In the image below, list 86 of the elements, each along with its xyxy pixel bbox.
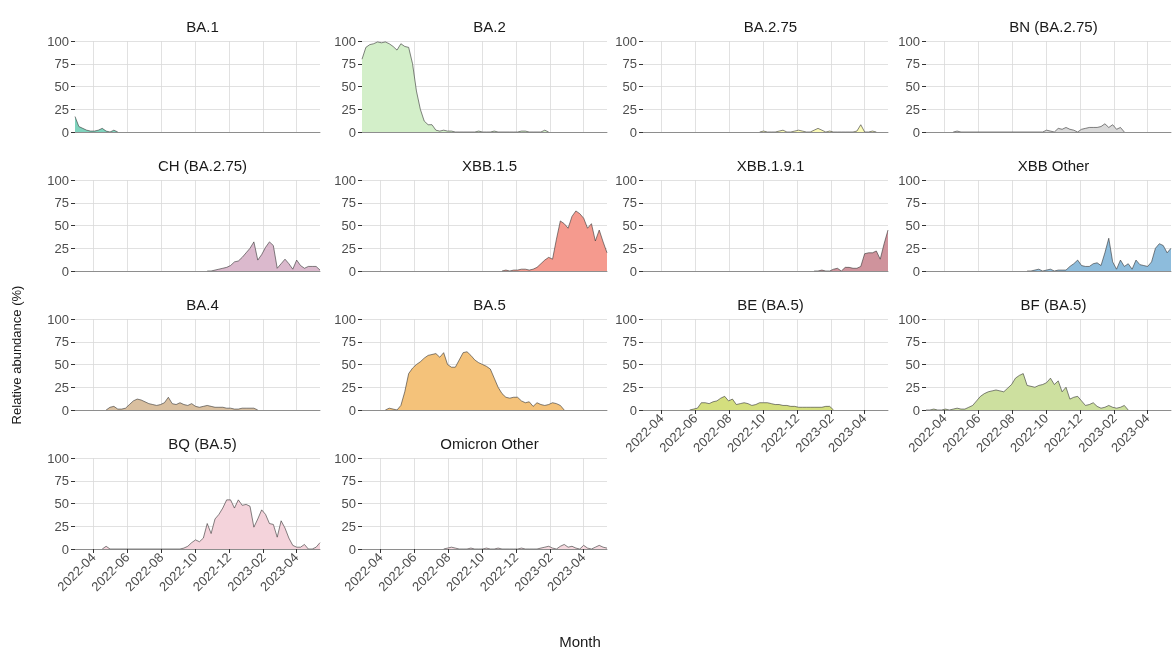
- y-tick-label: 75: [54, 334, 69, 350]
- y-tick-label: 0: [348, 402, 356, 418]
- y-tick-label: 0: [61, 402, 69, 418]
- y-tick-label: 25: [622, 101, 637, 117]
- chart-title: BA.4: [186, 296, 219, 313]
- y-tick-label: 75: [54, 56, 69, 72]
- chart-title: CH (BA.2.75): [157, 157, 248, 174]
- y-tick-label: 50: [341, 357, 356, 372]
- y-tick-label: 100: [47, 450, 69, 466]
- chart-title: BA.2.75: [743, 18, 798, 35]
- chart-title: BA.2: [473, 18, 506, 35]
- y-tick-label: 25: [54, 518, 69, 534]
- chart-title: XBB.1.5: [461, 157, 518, 174]
- y-tick-label: 50: [622, 218, 637, 233]
- y-tick-label: 25: [54, 379, 69, 395]
- y-tick-label: 100: [47, 33, 69, 49]
- y-tick-label: 50: [54, 496, 69, 511]
- y-tick-label: 0: [61, 124, 69, 140]
- y-tick-label: 25: [341, 101, 356, 117]
- y-axis-title: Relative abundance (%): [9, 285, 24, 425]
- y-tick-label: 100: [47, 311, 69, 327]
- y-tick-label: 0: [912, 402, 920, 418]
- y-tick-label: 0: [912, 124, 920, 140]
- y-tick-label: 50: [54, 218, 69, 233]
- y-tick-label: 75: [54, 195, 69, 211]
- y-tick-label: 25: [341, 240, 356, 256]
- chart-title: BQ (BA.5): [168, 435, 237, 452]
- y-tick-label: 25: [341, 379, 356, 395]
- chart-title: XBB Other: [1017, 157, 1090, 174]
- y-tick-label: 75: [341, 56, 356, 72]
- y-tick-label: 100: [615, 311, 637, 327]
- y-tick-label: 50: [905, 79, 920, 94]
- y-tick-label: 50: [622, 79, 637, 94]
- y-tick-label: 100: [334, 172, 356, 188]
- y-tick-label: 25: [622, 240, 637, 256]
- y-tick-label: 75: [905, 195, 920, 211]
- y-tick-label: 75: [341, 473, 356, 489]
- y-tick-label: 50: [905, 357, 920, 372]
- y-tick-label: 25: [341, 518, 356, 534]
- y-tick-label: 0: [348, 541, 356, 557]
- y-tick-label: 75: [341, 334, 356, 350]
- y-tick-label: 75: [622, 195, 637, 211]
- y-tick-label: 25: [905, 240, 920, 256]
- y-tick-label: 0: [629, 124, 637, 140]
- y-tick-label: 0: [629, 402, 637, 418]
- y-tick-label: 50: [341, 496, 356, 511]
- chart-title: BE (BA.5): [737, 296, 804, 313]
- y-tick-label: 100: [334, 311, 356, 327]
- y-tick-label: 25: [905, 101, 920, 117]
- y-tick-label: 100: [334, 450, 356, 466]
- y-tick-label: 25: [905, 379, 920, 395]
- y-tick-label: 25: [54, 240, 69, 256]
- y-tick-label: 100: [898, 33, 920, 49]
- y-tick-label: 0: [348, 263, 356, 279]
- y-tick-label: 100: [898, 172, 920, 188]
- chart-title: BA.5: [473, 296, 506, 313]
- y-tick-label: 100: [334, 33, 356, 49]
- chart-title: XBB.1.9.1: [736, 157, 805, 174]
- y-tick-label: 75: [905, 56, 920, 72]
- y-tick-label: 50: [905, 218, 920, 233]
- chart-title: BA.1: [186, 18, 219, 35]
- y-tick-label: 100: [615, 172, 637, 188]
- y-tick-label: 50: [341, 79, 356, 94]
- y-tick-label: 50: [54, 357, 69, 372]
- chart-title: BF (BA.5): [1020, 296, 1087, 313]
- y-tick-label: 75: [341, 195, 356, 211]
- y-tick-label: 75: [54, 473, 69, 489]
- y-tick-label: 75: [622, 56, 637, 72]
- y-tick-label: 50: [341, 218, 356, 233]
- y-tick-label: 0: [348, 124, 356, 140]
- x-axis-title: Month: [559, 633, 601, 650]
- y-tick-label: 75: [905, 334, 920, 350]
- chart-title: BN (BA.2.75): [1009, 18, 1098, 35]
- y-tick-label: 100: [898, 311, 920, 327]
- y-tick-label: 0: [912, 263, 920, 279]
- y-tick-label: 100: [615, 33, 637, 49]
- y-tick-label: 0: [61, 541, 69, 557]
- y-tick-label: 50: [54, 79, 69, 94]
- y-tick-label: 75: [622, 334, 637, 350]
- y-tick-label: 25: [622, 379, 637, 395]
- chart-title: Omicron Other: [440, 435, 539, 452]
- y-tick-label: 100: [47, 172, 69, 188]
- y-tick-label: 0: [629, 263, 637, 279]
- y-tick-label: 0: [61, 263, 69, 279]
- y-tick-label: 25: [54, 101, 69, 117]
- y-tick-label: 50: [622, 357, 637, 372]
